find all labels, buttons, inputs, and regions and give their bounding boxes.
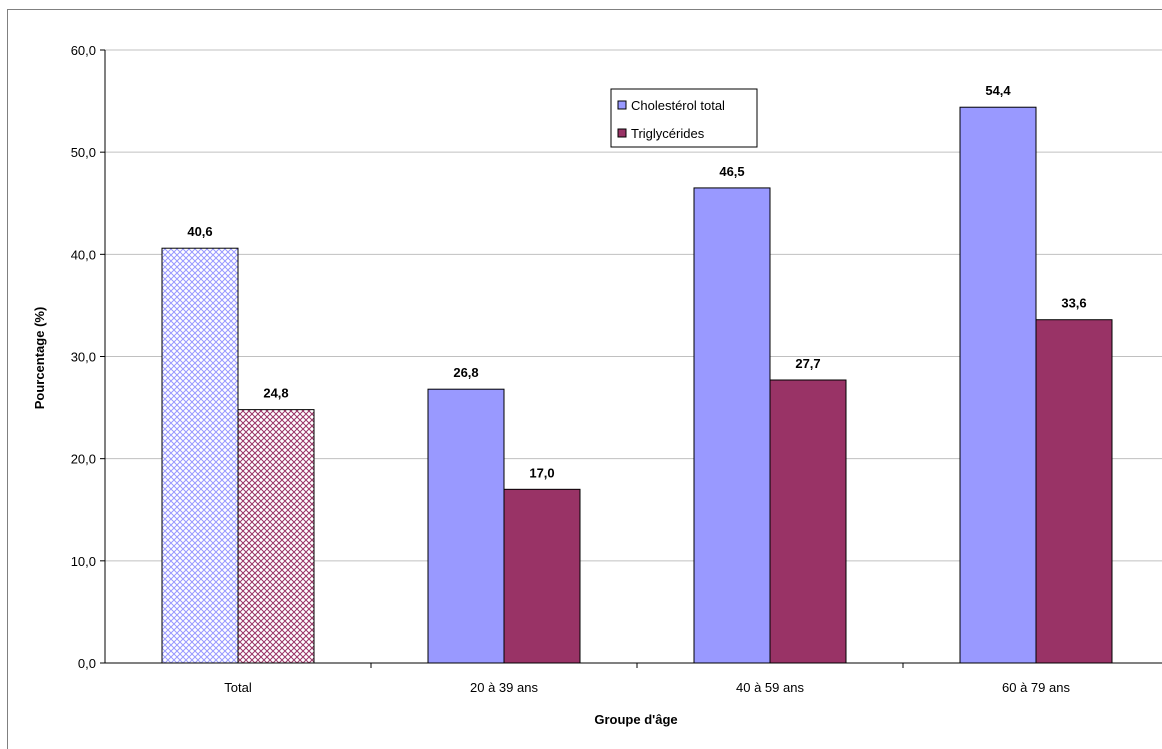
chart-frame bbox=[7, 9, 1162, 749]
data-label: 27,7 bbox=[795, 356, 820, 371]
x-tick-label: 60 à 79 ans bbox=[1002, 680, 1070, 695]
legend-box bbox=[610, 88, 758, 148]
y-tick-label: 0,0 bbox=[78, 656, 96, 671]
legend-swatch-triglycerides bbox=[617, 128, 627, 138]
data-label: 54,4 bbox=[985, 83, 1011, 98]
x-tick-label: 20 à 39 ans bbox=[470, 680, 538, 695]
legend-label-cholesterol: Cholestérol total bbox=[631, 98, 725, 113]
bar-triglycerides bbox=[1035, 319, 1113, 664]
bar-cholesterol bbox=[693, 187, 771, 664]
bar-triglycerides bbox=[503, 488, 581, 664]
bar-cholesterol bbox=[959, 106, 1037, 664]
x-tick-label: 40 à 59 ans bbox=[736, 680, 804, 695]
labels: 0,0 10,0 20,0 30,0 40,0 50,0 60,0 Total 40,6 24,8… bbox=[71, 43, 1087, 695]
data-label: 33,6 bbox=[1061, 296, 1086, 311]
data-label: 26,8 bbox=[453, 365, 478, 380]
y-tick-label: 50,0 bbox=[71, 145, 96, 160]
bar-cholesterol bbox=[427, 388, 505, 664]
data-label: 17,0 bbox=[529, 465, 554, 480]
bar-triglycerides bbox=[769, 379, 847, 664]
data-label: 46,5 bbox=[719, 164, 744, 179]
y-axis-title: Pourcentage (%) bbox=[32, 307, 47, 410]
legend-swatch-cholesterol bbox=[617, 100, 627, 110]
y-tick-label: 40,0 bbox=[71, 247, 96, 262]
y-tick-label: 10,0 bbox=[71, 554, 96, 569]
bar-triglycerides bbox=[237, 409, 315, 664]
y-tick-label: 30,0 bbox=[71, 350, 96, 365]
bars bbox=[161, 106, 1113, 664]
data-label: 24,8 bbox=[263, 386, 288, 401]
x-axis-title: Groupe d'âge bbox=[594, 712, 677, 727]
data-label: 40,6 bbox=[187, 224, 212, 239]
legend-label-triglycerides: Triglycérides bbox=[631, 126, 705, 141]
y-tick-label: 60,0 bbox=[71, 43, 96, 58]
x-tick-label: Total bbox=[224, 680, 252, 695]
bar-cholesterol bbox=[161, 247, 239, 664]
y-tick-label: 20,0 bbox=[71, 452, 96, 467]
legend: Cholestérol total Triglycérides bbox=[610, 88, 758, 148]
